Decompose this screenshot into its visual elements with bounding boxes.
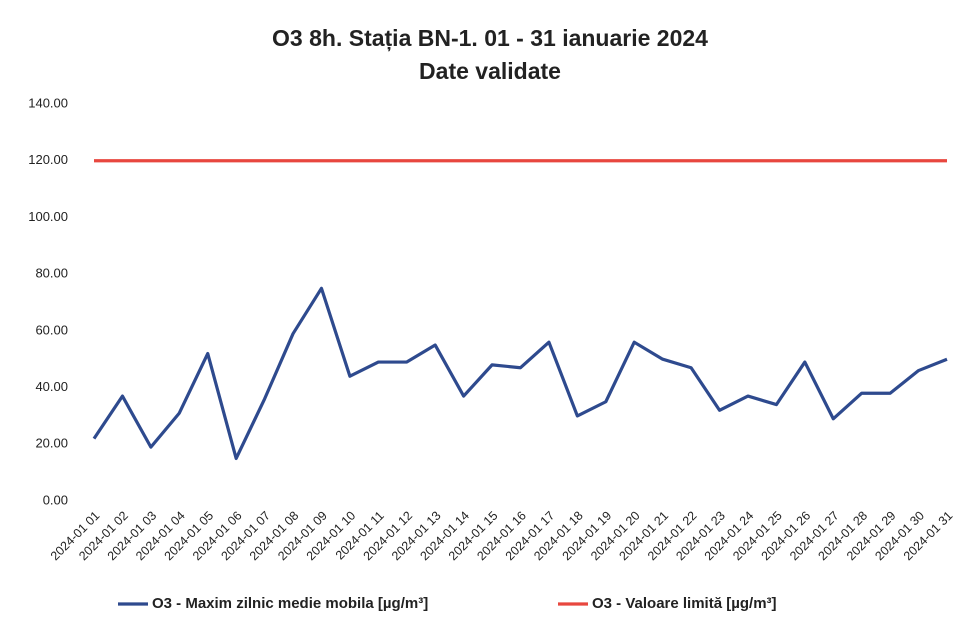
y-tick-label: 100.00 [28, 209, 68, 224]
chart-title: O3 8h. Stația BN-1. 01 - 31 ianuarie 202… [272, 25, 708, 52]
series-line [92, 286, 948, 461]
y-tick-label: 140.00 [28, 95, 68, 110]
y-tick-label: 80.00 [35, 266, 68, 281]
legend-label: O3 - Maxim zilnic medie mobila [µg/m³] [152, 595, 428, 612]
chart-subtitle: Date validate [419, 58, 561, 84]
legend-label: O3 - Valoare limită [µg/m³] [592, 595, 777, 612]
y-tick-label: 120.00 [28, 152, 68, 167]
y-tick-label: 40.00 [35, 379, 68, 394]
y-tick-label: 60.00 [35, 322, 68, 337]
y-tick-label: 20.00 [35, 436, 68, 451]
y-tick-label: 0.00 [43, 492, 68, 507]
